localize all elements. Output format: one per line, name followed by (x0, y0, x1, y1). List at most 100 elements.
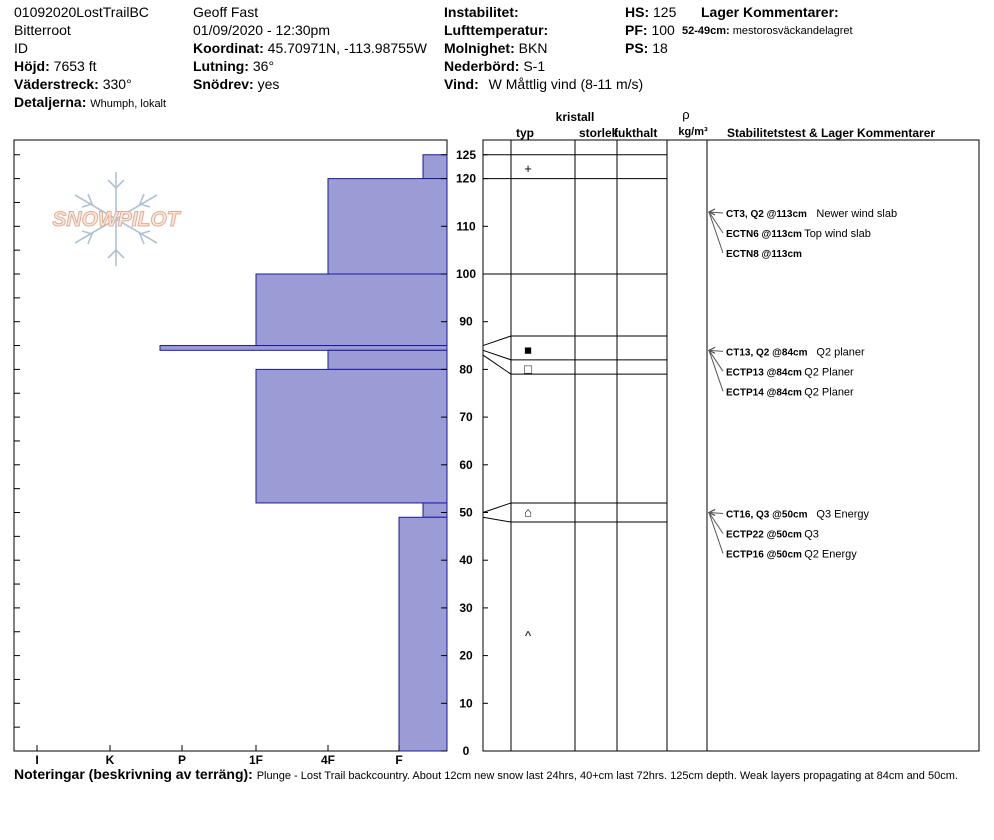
depth-tick-label: 125 (456, 148, 476, 162)
site-name: 01092020LostTrailBC (14, 4, 149, 20)
hardness-tick-label: P (178, 753, 186, 767)
grain-symbol: ^ (525, 629, 532, 644)
depth-axis: 0 10 20 30 40 50 60 70 80 90 100 110 120 125 (441, 148, 488, 758)
slope-value: 36° (252, 58, 275, 74)
test-comment: Q3 Energy (816, 509, 869, 521)
coord-label: Koordinat: (193, 40, 264, 56)
elevation-row: Höjd: 7653 ft (14, 58, 96, 74)
precip-row: Nederbörd: S-1 (444, 58, 545, 74)
notes-text: Plunge - Lost Trail backcountry. About 1… (256, 770, 958, 782)
range-name: Bitterroot (14, 22, 71, 38)
layer-table-frame (482, 139, 980, 752)
details-row: Detaljerna: Whumph, lokalt (14, 94, 166, 112)
layer-boundary-connector (482, 502, 512, 513)
precip-label: Nederbörd: (444, 58, 520, 74)
layer-boundary-connector (482, 516, 512, 523)
wind-label: Vind: (444, 76, 479, 92)
sky-label: Molnighet: (444, 40, 515, 56)
sky-value: BKN (518, 40, 548, 56)
pf-row: PF: 100 (625, 22, 675, 38)
test-arrow-head (707, 346, 716, 354)
coord-row: Koordinat: 45.70971N, -113.98755W (193, 40, 427, 56)
grain-symbols: + ■ □ ⌂ ^ (524, 161, 532, 643)
layer-boundaries (482, 154, 667, 523)
aspect-row: Väderstreck: 330° (14, 76, 132, 92)
test-arrow-line (708, 512, 724, 514)
ps-row: PS: 18 (625, 40, 668, 56)
test-code: ECTP14 @84cm (726, 387, 802, 398)
ps-value: 18 (652, 40, 668, 56)
hardness-left-ticks (14, 154, 20, 752)
test-arrow-line (708, 211, 724, 234)
layer-boundary-connector (482, 335, 512, 347)
air-temp-label: Lufttemperatur: (444, 22, 549, 38)
test-code: ECTN8 @113cm (726, 249, 802, 260)
grain-symbol: + (524, 161, 532, 176)
layer-comments-label: Lager Kommentarer: (701, 4, 839, 20)
grain-symbol: □ (524, 361, 532, 376)
depth-tick-label: 60 (459, 458, 473, 472)
hs-value: 125 (653, 4, 677, 20)
col-density-symbol: ρ (682, 107, 689, 122)
col-crystal: kristall (556, 110, 595, 124)
test-comment: Q3 (804, 529, 819, 541)
hs-row: HS: 125 (625, 4, 676, 20)
hardness-tick-label: K (106, 753, 115, 767)
snowpilot-logo: SNOWPILOT (52, 172, 182, 266)
hardness-layer-bar (422, 154, 448, 180)
test-comment: Top wind slab (804, 228, 871, 240)
test-arrow-line (708, 350, 724, 372)
grain-symbol: ■ (524, 342, 532, 357)
slope-label: Lutning: (193, 58, 249, 74)
hardness-layer-bar (398, 516, 448, 752)
depth-tick-label: 70 (459, 410, 473, 424)
test-arrow-head (707, 509, 716, 516)
pf-value: 100 (651, 22, 675, 38)
layer-boundary-connector (482, 349, 512, 361)
details-value: Whumph, lokalt (90, 98, 167, 110)
test-code: CT13, Q2 @84cm (726, 347, 808, 358)
notes-row: Noteringar (beskrivning av terräng): Plu… (14, 766, 958, 784)
hardness-axis: I K P 1F 4F F (35, 745, 403, 767)
depth-tick-label: 30 (459, 601, 473, 615)
depth-tick-label: 10 (459, 696, 473, 710)
observer: Geoff Fast (193, 4, 259, 20)
depth-tick-label: 0 (463, 744, 470, 758)
depth-tick-label: 120 (456, 172, 476, 186)
test-comment: Newer wind slab (816, 208, 897, 220)
wind-value: W Måttlig vind (8-11 m/s) (488, 76, 644, 92)
coord-value: 45.70971N, -113.98755W (267, 40, 427, 56)
depth-tick-label: 20 (459, 649, 473, 663)
layer-comment-range: 52-49cm: (682, 25, 730, 37)
hardness-tick-label: I (35, 753, 38, 767)
col-moisture: fukthalt (614, 126, 657, 140)
id-label: ID (14, 40, 28, 56)
hardness-layer-bar (255, 368, 448, 504)
datetime: 01/09/2020 - 12:30pm (193, 22, 330, 38)
depth-tick-label: 80 (459, 362, 473, 376)
hardness-layer-bar (422, 502, 448, 518)
ps-label: PS: (625, 40, 649, 56)
precip-value: S-1 (523, 58, 546, 74)
test-arrow-line (708, 350, 724, 392)
hardness-layer-bar (327, 178, 448, 275)
test-code: CT16, Q3 @50cm (726, 510, 808, 521)
test-comment: Q2 Energy (804, 549, 857, 561)
hardness-layer-bar (255, 273, 448, 347)
blowing-row: Snödrev: yes (193, 76, 279, 92)
depth-tick-label: 110 (456, 219, 476, 233)
instability-label: Instabilitet: (444, 4, 519, 20)
test-code: ECTP16 @50cm (726, 550, 802, 561)
layer-comment-row: 52-49cm: mestorosväckandelagret (682, 23, 853, 39)
test-arrow-line (708, 349, 724, 352)
notes-label: Noteringar (beskrivning av terräng): (14, 766, 253, 782)
test-arrow-line (708, 512, 724, 534)
sky-row: Molnighet: BKN (444, 40, 547, 56)
hardness-tick-label: 4F (321, 753, 335, 767)
test-comment: Q2 Planer (804, 366, 854, 378)
depth-tick-label: 100 (456, 267, 476, 281)
test-code: CT3, Q2 @113cm (726, 209, 807, 220)
hardness-layers (159, 154, 448, 752)
